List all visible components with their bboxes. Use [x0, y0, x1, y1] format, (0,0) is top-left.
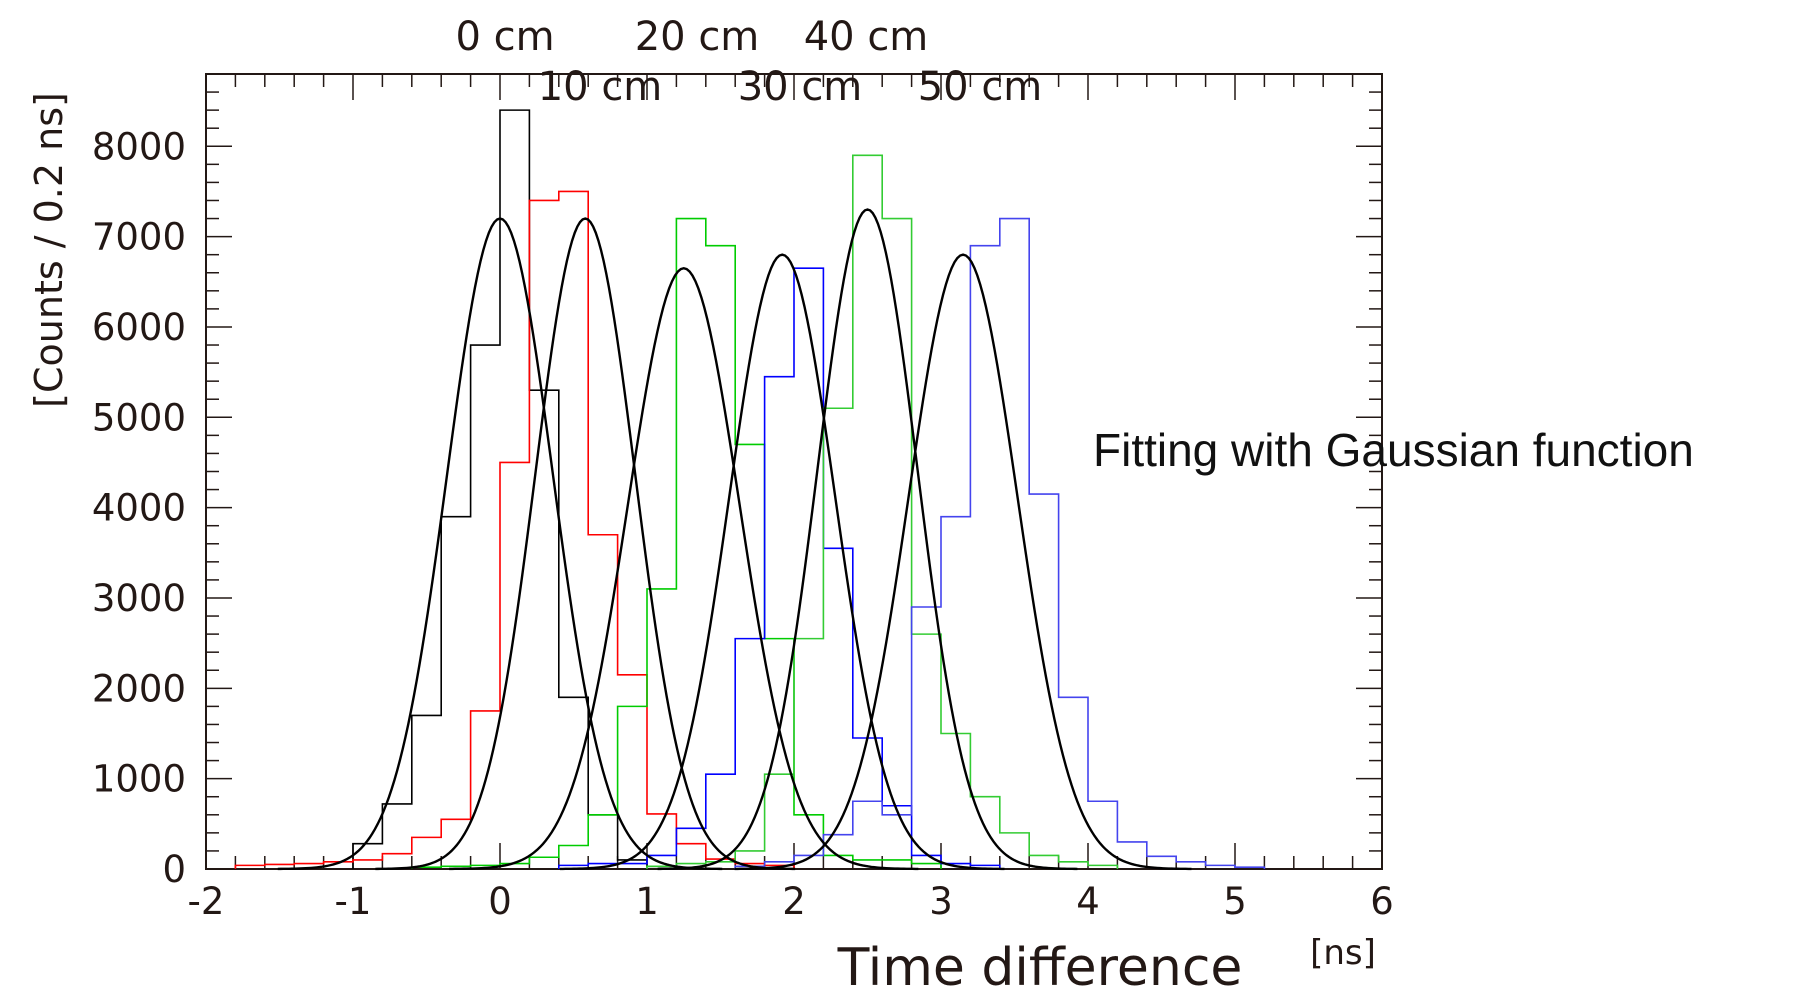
- x-tick-label: 3: [929, 880, 953, 923]
- y-tick-label: 4000: [92, 487, 186, 530]
- x-tick-label: 2: [782, 880, 806, 923]
- gaussian-fit-0: [277, 217, 723, 871]
- y-tick-label: 2000: [92, 667, 186, 710]
- histogram-series: [234, 109, 1266, 869]
- axis-ticks: [205, 73, 1383, 870]
- gaussian-fit-2: [449, 266, 919, 871]
- histogram-series-3: [558, 267, 1001, 869]
- x-tick-label: -2: [188, 880, 225, 923]
- gaussian-fit-5: [734, 253, 1192, 871]
- x-tick-labels: -2 -1 0 1 2 3 4 5 6: [188, 880, 1394, 923]
- x-tick-label: 4: [1076, 880, 1100, 923]
- x-axis-title: Time difference: [837, 938, 1243, 998]
- x-tick-label: 6: [1370, 880, 1394, 923]
- histogram-series-0: [352, 109, 678, 869]
- y-tick-label: 3000: [92, 577, 186, 620]
- y-tick-label: 6000: [92, 306, 186, 349]
- y-tick-label: 7000: [92, 216, 186, 259]
- x-axis-unit: [ns]: [1310, 933, 1376, 973]
- x-tick-label: 5: [1223, 880, 1247, 923]
- x-tick-label: -1: [335, 880, 372, 923]
- y-tick-labels: 0 1000 2000 3000 4000 5000 6000 7000 8000: [92, 125, 186, 891]
- series-label: 40 cm: [804, 14, 929, 60]
- y-tick-label: 1000: [92, 758, 186, 801]
- y-tick-label: 8000: [92, 125, 186, 168]
- y-axis-title: [Counts / 0.2 ns]: [27, 92, 71, 408]
- series-label: 20 cm: [635, 14, 760, 60]
- y-tick-label: 5000: [92, 396, 186, 439]
- histogram-series-5: [734, 217, 1266, 869]
- histogram-series-1: [234, 190, 795, 869]
- histogram-series-2: [411, 217, 942, 869]
- y-tick-label: 0: [162, 848, 186, 891]
- gaussian-fits: [277, 208, 1192, 871]
- gaussian-fit-4: [657, 208, 1078, 871]
- histogram-series-4: [646, 154, 1119, 869]
- series-label: 30 cm: [738, 64, 863, 110]
- gaussian-fit-3: [559, 253, 1005, 871]
- x-tick-label: 0: [488, 880, 512, 923]
- x-tick-label: 1: [635, 880, 659, 923]
- gaussian-fit-1: [375, 217, 796, 871]
- series-label: 50 cm: [918, 64, 1043, 110]
- series-label: 0 cm: [455, 14, 554, 60]
- fit-annotation: Fitting with Gaussian function: [1093, 424, 1694, 476]
- series-label: 10 cm: [538, 64, 663, 110]
